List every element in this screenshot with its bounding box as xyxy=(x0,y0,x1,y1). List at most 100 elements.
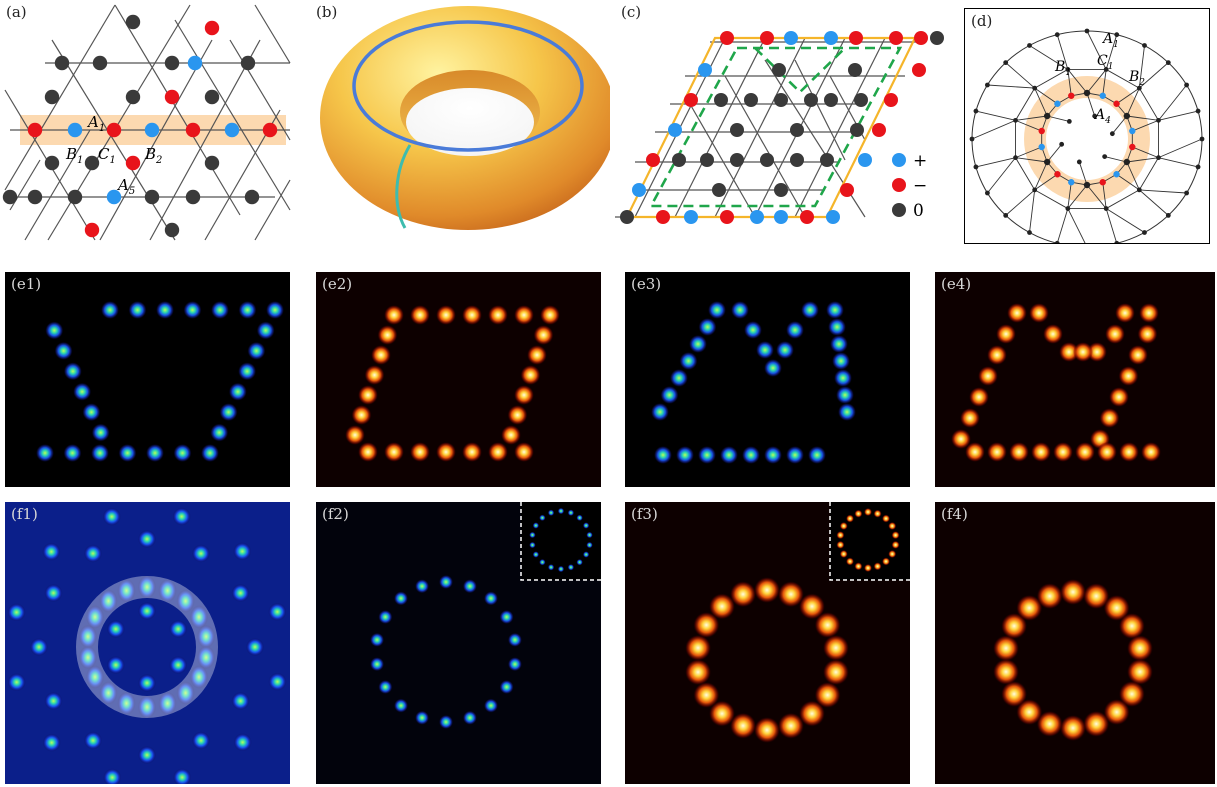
lattice-site xyxy=(914,31,928,45)
intensity-spot xyxy=(1139,303,1159,323)
lattice-site xyxy=(840,183,854,197)
intensity-spot xyxy=(415,710,430,725)
intensity-spot xyxy=(777,581,804,608)
intensity-spot xyxy=(158,691,177,716)
network-site xyxy=(1027,230,1032,235)
intensity-spot xyxy=(1060,579,1086,605)
lattice-site xyxy=(44,89,60,105)
network-edge xyxy=(987,84,1035,89)
lattice-site xyxy=(672,153,686,167)
panel-f4: (f4) xyxy=(935,502,1215,784)
highlight-ring xyxy=(76,576,218,718)
lattice-site xyxy=(884,93,898,107)
intensity-spot xyxy=(266,301,284,319)
intensity-spot xyxy=(764,446,782,464)
label-d-a1: A1 xyxy=(1101,31,1119,50)
network-edge xyxy=(1116,87,1140,105)
lattice-site xyxy=(92,55,108,71)
ring-site xyxy=(1043,158,1051,166)
ring-site xyxy=(1054,100,1061,107)
lattice-site xyxy=(800,210,814,224)
intensity-spot xyxy=(197,645,216,670)
lattice-site xyxy=(930,31,944,45)
lattice-site xyxy=(67,189,83,205)
intensity-spot xyxy=(499,680,514,694)
intensity-spot xyxy=(529,531,536,539)
intensity-spot xyxy=(507,405,528,425)
intensity-spot xyxy=(99,681,118,705)
intensity-spot xyxy=(1118,366,1139,386)
intensity-spot xyxy=(370,632,385,647)
intensity-spot xyxy=(693,612,720,638)
lattice-site xyxy=(700,153,714,167)
intensity-spot xyxy=(138,746,156,764)
network-site xyxy=(1054,32,1060,38)
lattice-site xyxy=(820,153,834,167)
intensity-spot xyxy=(42,733,61,752)
label-b1: B1 xyxy=(65,145,83,166)
intensity-spot xyxy=(231,584,250,602)
lattice-line xyxy=(714,37,806,218)
legend-zero-label: 0 xyxy=(913,201,924,221)
network-edge xyxy=(1015,146,1042,159)
lattice-site xyxy=(84,155,100,171)
lattice-site xyxy=(912,63,926,77)
intensity-spot xyxy=(776,341,794,359)
intensity-spot xyxy=(1053,442,1073,462)
intensity-spot xyxy=(996,324,1016,344)
panel-e2: (e2) xyxy=(316,272,601,487)
lattice-site xyxy=(684,93,698,107)
ring-site xyxy=(1123,112,1131,120)
simulated-intensity-f3 xyxy=(685,502,910,743)
intensity-spot xyxy=(960,408,980,428)
lattice-site xyxy=(106,122,122,138)
lattice-site xyxy=(620,210,634,224)
intensity-spot xyxy=(436,442,456,462)
network-edge xyxy=(1067,69,1072,96)
intensity-spot xyxy=(709,593,736,620)
intensity-spot xyxy=(1128,345,1148,365)
intensity-spot xyxy=(268,672,287,691)
network-site xyxy=(1084,28,1090,34)
intensity-spot xyxy=(189,605,208,629)
intensity-spot xyxy=(173,768,192,784)
label-d-b2: B2 xyxy=(1128,69,1145,88)
lattice-site xyxy=(744,93,758,107)
intensity-spot xyxy=(415,579,430,594)
lattice-site xyxy=(824,93,838,107)
intensity-spot xyxy=(798,593,825,620)
intensity-spot xyxy=(582,522,590,529)
network-edge xyxy=(1105,208,1145,233)
lattice-site xyxy=(164,222,180,238)
intensity-spot xyxy=(539,559,546,566)
network-site xyxy=(1103,67,1109,72)
intensity-spot xyxy=(854,509,863,518)
ring-site xyxy=(1068,179,1075,186)
intensity-spot xyxy=(520,365,541,385)
lattice-site xyxy=(850,123,864,137)
lattice-site xyxy=(772,63,786,77)
panel-f2: (f2) xyxy=(316,502,601,784)
network-edge xyxy=(1056,34,1069,70)
lattice-site xyxy=(668,123,682,137)
intensity-spot xyxy=(377,325,398,345)
intensity-spot xyxy=(532,551,540,558)
intensity-spot xyxy=(557,507,565,515)
intensity-spot xyxy=(63,444,82,462)
network-edge xyxy=(1005,62,1035,89)
intensity-spot xyxy=(146,444,164,462)
intensity-spot xyxy=(138,530,156,548)
inset-border xyxy=(520,502,601,581)
legend-zero-dot xyxy=(892,203,906,217)
kagome-lattice-diagram: A1 B1 C1 B2 A5 xyxy=(2,4,291,241)
network-edge xyxy=(1005,189,1035,216)
network-site xyxy=(1114,32,1120,38)
intensity-spot xyxy=(410,305,430,325)
intensity-spot xyxy=(1097,442,1117,462)
intensity-spot xyxy=(873,509,882,518)
lattice-site xyxy=(84,222,100,238)
panel-f1: (f1) xyxy=(5,502,290,784)
network-site xyxy=(1156,155,1161,161)
intensity-spot xyxy=(514,385,534,405)
lattice-site xyxy=(790,123,804,137)
